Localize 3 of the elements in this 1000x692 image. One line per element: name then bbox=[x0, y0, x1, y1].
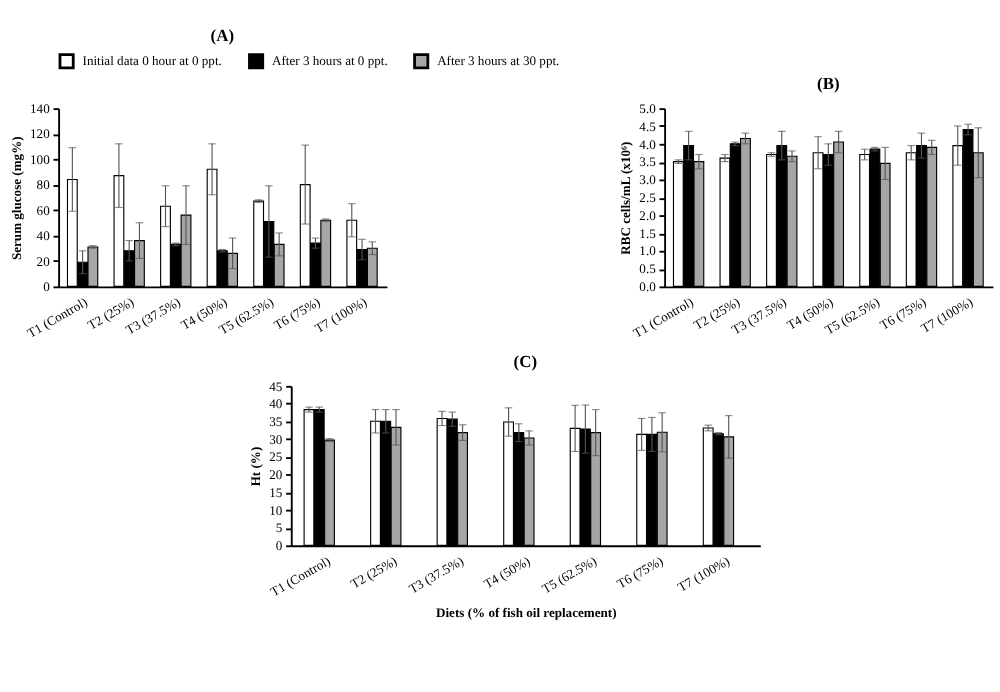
chart-title: (C) bbox=[513, 351, 538, 372]
chart-title: (A) bbox=[210, 24, 235, 45]
chart-title: (B) bbox=[817, 73, 840, 94]
